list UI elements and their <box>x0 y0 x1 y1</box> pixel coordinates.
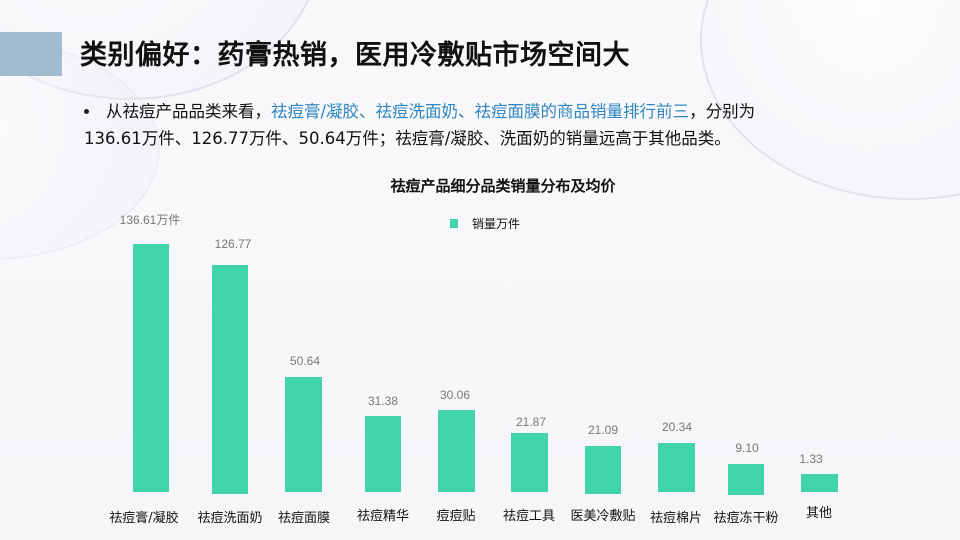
bullet-line-2: 136.61万件、126.77万件、50.64万件；祛痘膏/凝胶、洗面奶的销量远… <box>84 129 731 148</box>
bar-value-label-3: 31.38 <box>367 394 399 408</box>
category-label-3: 祛痘精华 <box>356 509 409 524</box>
bar-value-label-6: 21.09 <box>587 423 619 437</box>
slide-title: 类别偏好：药膏热销，医用冷敷贴市场空间大 <box>80 40 630 71</box>
category-label-5: 祛痘工具 <box>502 509 555 524</box>
category-label-9: 其他 <box>805 506 832 521</box>
legend-swatch-icon <box>450 219 458 228</box>
chart-legend: 销量万件 <box>450 215 520 232</box>
bar-value-label-5: 21.87 <box>515 415 547 429</box>
bar-value-label-7: 20.34 <box>661 420 693 434</box>
legend-label: 销量万件 <box>472 217 521 231</box>
bar-value-label-2: 50.64 <box>289 354 321 368</box>
bar-8 <box>728 464 764 495</box>
bar-9 <box>801 474 838 492</box>
bullet-prefix: 从祛痘产品品类来看， <box>106 102 271 121</box>
bar-1 <box>212 265 248 494</box>
bar-value-label-4: 30.06 <box>439 388 471 402</box>
bullet-highlight: 祛痘膏/凝胶、祛痘洗面奶、祛痘面膜的商品销量排行前三 <box>271 102 690 121</box>
bar-5 <box>511 433 548 492</box>
bar-4 <box>438 410 475 492</box>
bar-0 <box>133 244 169 492</box>
bullet-dot-icon <box>84 109 89 114</box>
bar-3 <box>365 416 401 492</box>
category-label-2: 祛痘面膜 <box>277 511 330 526</box>
bar-value-label-1: 126.77 <box>214 237 252 251</box>
bullet-suffix: ，分别为 <box>689 102 756 121</box>
bullet-paragraph: 从祛痘产品品类来看，祛痘膏/凝胶、祛痘洗面奶、祛痘面膜的商品销量排行前三，分别为… <box>84 98 844 152</box>
category-label-1: 祛痘洗面奶 <box>197 511 263 526</box>
category-label-4: 痘痘贴 <box>436 509 476 524</box>
category-label-0: 祛痘膏/凝胶 <box>109 511 179 526</box>
category-label-8: 祛痘冻干粉 <box>713 511 779 526</box>
chart-title: 祛痘产品细分品类销量分布及均价 <box>390 177 616 195</box>
bar-value-label-9: 1.33 <box>799 452 823 466</box>
category-label-6: 医美冷敷贴 <box>570 509 636 524</box>
bar-7 <box>658 443 695 492</box>
bullet-text: 从祛痘产品品类来看，祛痘膏/凝胶、祛痘洗面奶、祛痘面膜的商品销量排行前三，分别为… <box>84 98 844 152</box>
category-label-7: 祛痘棉片 <box>649 511 702 526</box>
bar-value-label-8: 9.10 <box>735 441 759 455</box>
bar-6 <box>585 446 621 494</box>
title-accent-bar <box>0 32 62 76</box>
bar-2 <box>285 377 322 492</box>
bar-value-label-0: 136.61万件 <box>119 213 181 227</box>
